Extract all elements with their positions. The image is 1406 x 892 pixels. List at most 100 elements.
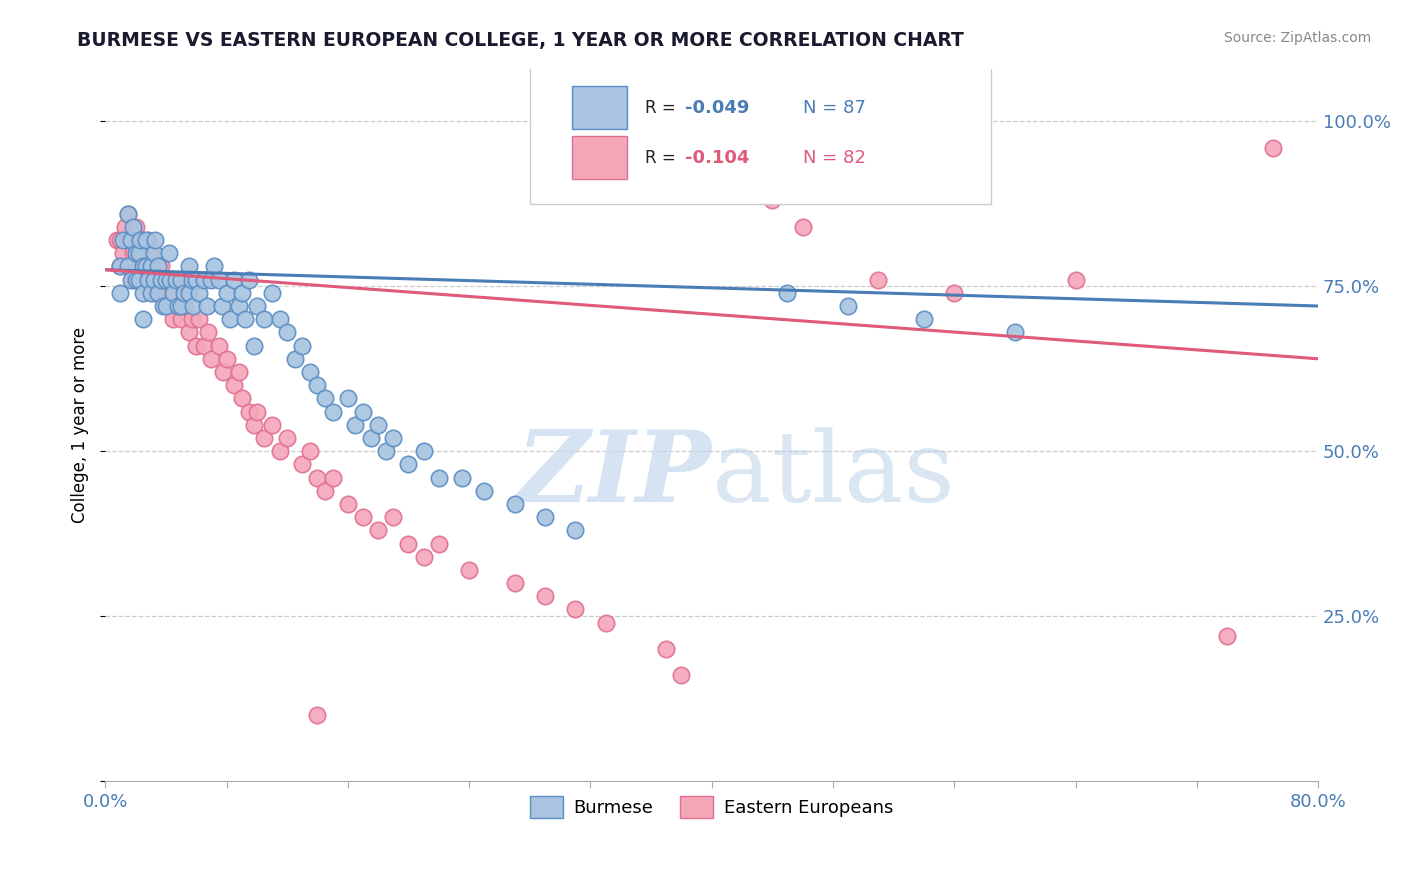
Point	[170, 312, 193, 326]
Point	[173, 285, 195, 300]
Point	[1216, 629, 1239, 643]
Point	[139, 246, 162, 260]
Point	[398, 536, 420, 550]
Point	[124, 246, 146, 260]
Text: R =: R =	[645, 149, 681, 167]
Point	[298, 365, 321, 379]
Point	[269, 312, 291, 326]
Point	[595, 615, 617, 630]
Point	[173, 299, 195, 313]
Point	[181, 299, 204, 313]
Point	[231, 285, 253, 300]
Point	[382, 431, 405, 445]
Point	[117, 233, 139, 247]
Point	[121, 272, 143, 286]
Point	[564, 602, 586, 616]
Point	[162, 312, 184, 326]
Point	[228, 299, 250, 313]
Point	[776, 285, 799, 300]
Point	[260, 417, 283, 432]
Point	[197, 326, 219, 340]
Point	[155, 299, 177, 313]
Point	[110, 285, 132, 300]
Point	[112, 233, 135, 247]
Point	[458, 563, 481, 577]
Point	[132, 285, 155, 300]
Point	[159, 272, 181, 286]
Point	[307, 708, 329, 723]
Point	[166, 272, 188, 286]
Point	[105, 233, 128, 247]
Point	[128, 246, 150, 260]
Point	[671, 668, 693, 682]
Point	[121, 219, 143, 234]
Point	[284, 351, 307, 366]
Point	[246, 299, 269, 313]
Point	[132, 233, 155, 247]
Point	[472, 483, 495, 498]
Point	[157, 299, 180, 313]
Point	[142, 272, 165, 286]
Point	[336, 392, 359, 406]
Point	[148, 285, 170, 300]
Point	[128, 260, 150, 274]
Point	[534, 510, 557, 524]
Point	[129, 233, 152, 247]
Text: N = 82: N = 82	[803, 149, 866, 167]
Point	[352, 404, 374, 418]
Point	[195, 299, 218, 313]
Point	[186, 338, 208, 352]
Point	[208, 338, 231, 352]
Point	[110, 260, 132, 274]
Point	[188, 285, 211, 300]
Point	[148, 272, 170, 286]
Point	[1004, 326, 1026, 340]
Point	[276, 431, 298, 445]
Point	[218, 312, 240, 326]
Text: N = 87: N = 87	[803, 99, 866, 117]
Point	[167, 299, 190, 313]
Point	[837, 141, 859, 155]
Text: Source: ZipAtlas.com: Source: ZipAtlas.com	[1223, 31, 1371, 45]
Point	[208, 272, 231, 286]
Point	[162, 285, 184, 300]
Point	[117, 260, 139, 274]
Point	[139, 285, 162, 300]
Point	[136, 272, 159, 286]
FancyBboxPatch shape	[530, 65, 991, 204]
Point	[222, 378, 245, 392]
Text: ZIP: ZIP	[516, 426, 711, 523]
Point	[177, 326, 200, 340]
Point	[352, 510, 374, 524]
Point	[943, 285, 966, 300]
Point	[212, 365, 235, 379]
Point	[211, 299, 233, 313]
Point	[233, 312, 256, 326]
Point	[307, 470, 329, 484]
Point	[792, 219, 814, 234]
Point	[117, 207, 139, 221]
Point	[427, 536, 450, 550]
Point	[314, 483, 336, 498]
Point	[135, 246, 157, 260]
Point	[238, 272, 260, 286]
Point	[215, 351, 238, 366]
Point	[228, 365, 250, 379]
Point	[322, 470, 344, 484]
Point	[180, 312, 202, 326]
FancyBboxPatch shape	[572, 136, 627, 179]
Point	[215, 285, 238, 300]
Point	[177, 260, 200, 274]
Point	[120, 233, 142, 247]
Point	[564, 524, 586, 538]
Point	[159, 285, 181, 300]
Point	[135, 233, 157, 247]
Point	[142, 246, 165, 260]
Text: -0.049: -0.049	[685, 99, 749, 117]
Point	[135, 272, 157, 286]
Point	[143, 285, 166, 300]
Point	[322, 404, 344, 418]
Point	[110, 233, 132, 247]
Point	[243, 417, 266, 432]
Point	[503, 497, 526, 511]
